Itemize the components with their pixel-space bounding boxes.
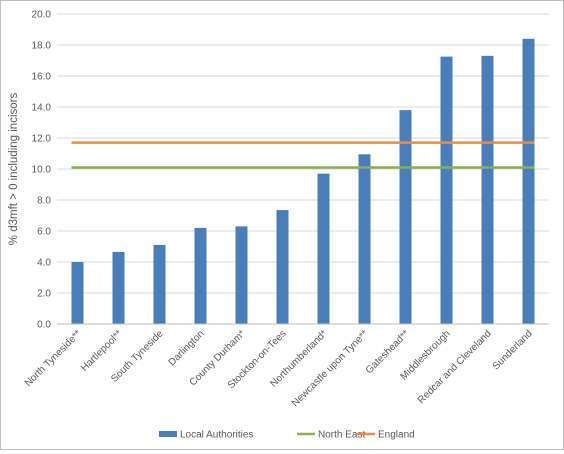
x-axis-ticks: North Tyneside**Hartlepool**South Tynesi… — [23, 328, 535, 409]
y-tick-label: 14.0 — [32, 103, 52, 114]
bar — [194, 227, 207, 324]
legend: Local Authorities North East England — [159, 430, 415, 441]
bar — [235, 226, 248, 324]
bars — [71, 38, 535, 325]
y-tick-label: 8.0 — [37, 196, 51, 207]
y-tick-label: 6.0 — [37, 227, 51, 238]
legend-label: North East — [318, 430, 365, 441]
bar — [112, 251, 125, 324]
bar — [481, 55, 494, 324]
y-tick-label: 16.0 — [32, 72, 52, 83]
legend-swatch — [159, 431, 177, 437]
x-tick-label: Redcar and Cleveland — [416, 328, 494, 406]
bar — [71, 262, 84, 324]
y-tick-label: 12.0 — [32, 134, 52, 145]
y-tick-label: 4.0 — [37, 258, 51, 269]
y-axis-ticks: 0.0 2.0 4.0 6.0 8.0 10.0 12.0 14.0 16.0 18.0 20.0 — [32, 10, 52, 331]
x-tick-label: Newcastle upon Tyne** — [290, 328, 371, 409]
bar — [317, 173, 330, 324]
y-tick-label: 18.0 — [32, 41, 52, 52]
x-tick-label: North Tyneside** — [23, 328, 84, 389]
reference-lines — [71, 141, 535, 169]
x-tick-label: Sunderland — [491, 328, 535, 372]
y-axis-label: % d3mft > 0 including incisors — [8, 93, 20, 246]
legend-label: Local Authorities — [180, 430, 253, 441]
bar — [276, 210, 289, 324]
bar — [153, 244, 166, 324]
bar — [358, 154, 371, 324]
y-tick-label: 20.0 — [32, 10, 52, 21]
legend-label: England — [378, 430, 415, 441]
x-tick-label: Darlington — [167, 328, 207, 368]
gridlines — [57, 13, 549, 294]
bar — [399, 110, 412, 324]
y-tick-label: 2.0 — [37, 289, 51, 300]
bar — [522, 38, 535, 325]
bar — [440, 56, 453, 324]
y-tick-label: 10.0 — [32, 165, 52, 176]
y-tick-label: 0.0 — [37, 320, 51, 331]
